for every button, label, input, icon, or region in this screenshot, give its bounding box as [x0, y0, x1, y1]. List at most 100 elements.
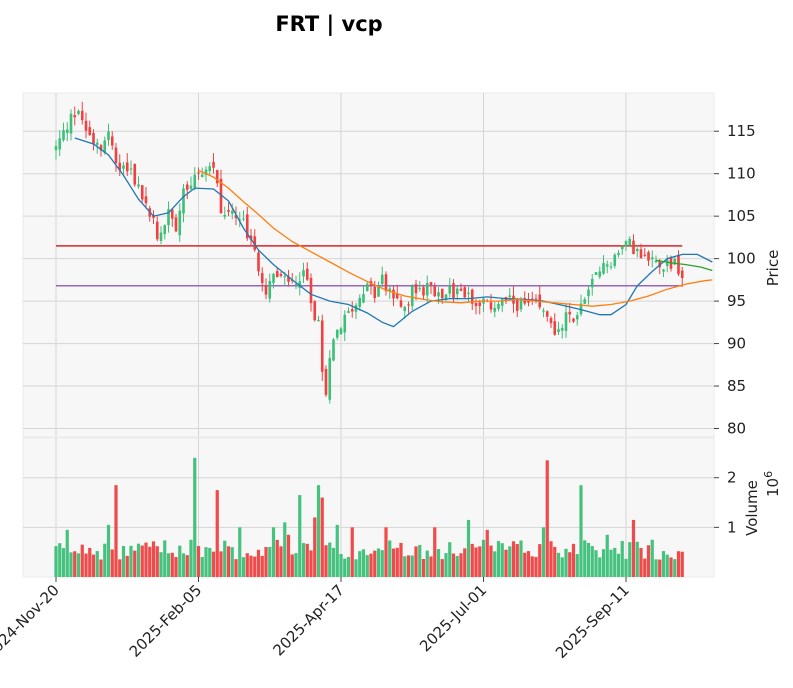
candle-body: [470, 289, 474, 304]
volume-bar: [609, 549, 613, 577]
candle-body: [680, 270, 684, 278]
price-y-ticks: 80 85 90 95 100 105 110 115: [714, 122, 756, 438]
volume-bar: [624, 558, 628, 577]
volume-bar: [204, 547, 208, 577]
volume-bar: [185, 555, 189, 577]
volume-bar: [541, 527, 546, 577]
candle-body: [560, 328, 564, 331]
volume-bar: [103, 543, 107, 577]
volume-bar: [208, 547, 212, 577]
volume-bar: [579, 485, 583, 577]
volume-bar: [504, 549, 508, 577]
volume-bar: [275, 539, 279, 577]
volume-bar: [95, 551, 99, 577]
candle-body: [167, 209, 170, 226]
volume-bar: [354, 559, 358, 577]
x-tick-label: 2025-Apr-17: [270, 581, 348, 659]
volume-bar: [474, 547, 478, 577]
volume-bar: [395, 547, 399, 577]
volume-bar: [455, 555, 459, 577]
volume-bar: [118, 559, 122, 577]
x-axis-ticks: 2024-Nov-20 2025-Feb-05 2025-Apr-17 2025-Ju…: [0, 577, 633, 662]
candle-body: [628, 238, 632, 246]
volume-bar: [283, 522, 287, 577]
volume-bar: [271, 527, 276, 577]
volume-bar: [223, 540, 227, 577]
candle-body: [463, 287, 467, 298]
volume-bar: [534, 556, 538, 577]
volume-bar: [676, 551, 681, 577]
volume-bar: [373, 550, 377, 577]
volume-bar: [298, 495, 302, 577]
volume-bar: [628, 542, 632, 577]
volume-bar: [151, 541, 156, 577]
volume-bar: [163, 540, 167, 577]
candle-body: [407, 304, 410, 306]
candle-body: [200, 174, 204, 178]
candle-body: [260, 273, 264, 283]
volume-bar: [290, 554, 294, 577]
candle-body: [635, 248, 639, 252]
candle-body: [620, 246, 624, 250]
volume-exponent-power: 6: [762, 471, 775, 478]
candle-body: [212, 161, 215, 168]
volume-bars: [54, 457, 684, 577]
candle-body: [632, 240, 635, 254]
candle-body: [189, 185, 193, 189]
volume-bar: [346, 556, 351, 577]
candle-body: [283, 276, 287, 278]
volume-bar: [301, 543, 306, 577]
volume-bar: [316, 485, 321, 577]
candle-body: [602, 263, 605, 274]
candle-body: [590, 278, 594, 288]
volume-bar: [451, 553, 456, 577]
candle-body: [508, 295, 512, 298]
candle-body: [617, 253, 620, 255]
candle-body: [572, 318, 575, 322]
volume-bar: [178, 545, 182, 577]
candle-body: [144, 196, 148, 204]
candle-body: [549, 318, 553, 324]
candle-body: [174, 217, 178, 232]
candle-body: [553, 321, 557, 335]
moving-average-line: [655, 259, 713, 272]
candle-body: [373, 286, 377, 299]
volume-bar: [339, 553, 343, 577]
volume-bar: [88, 547, 92, 577]
candle-body: [650, 257, 654, 260]
candle-body: [399, 300, 403, 307]
volume-bar: [575, 554, 579, 577]
volume-bar: [399, 542, 403, 577]
candle-body: [647, 252, 650, 261]
candle-body: [103, 140, 107, 153]
volume-bar: [500, 543, 504, 577]
volume-bar: [590, 546, 594, 577]
candle-body: [294, 283, 298, 285]
volume-bar: [673, 559, 677, 577]
volume-bar: [343, 558, 347, 577]
price-panel: 80 85 90 95 100 105 110 115 Price: [22, 92, 782, 438]
volume-bar: [406, 555, 411, 577]
volume-bar: [650, 539, 654, 577]
price-tick-label: 80: [727, 420, 746, 438]
volume-bar: [523, 552, 527, 577]
candle-body: [395, 293, 399, 299]
candle-body: [639, 249, 643, 259]
candle-body: [534, 298, 538, 300]
volume-grid: [23, 438, 714, 577]
volume-bar: [646, 545, 651, 577]
volume-bar: [148, 546, 152, 577]
price-tick-label: 115: [727, 122, 756, 140]
volume-bar: [583, 540, 587, 577]
volume-exponent-base: 10: [764, 478, 782, 497]
volume-bar: [305, 543, 309, 577]
candle-body: [587, 289, 590, 297]
candle-body: [598, 271, 602, 277]
candle-body: [380, 274, 384, 284]
candle-body: [425, 282, 429, 296]
candle-body: [114, 147, 118, 163]
volume-bar: [680, 551, 684, 577]
volume-panel: 12 Volume 106: [22, 437, 782, 578]
volume-bar: [380, 550, 384, 577]
candle-body: [403, 306, 407, 312]
